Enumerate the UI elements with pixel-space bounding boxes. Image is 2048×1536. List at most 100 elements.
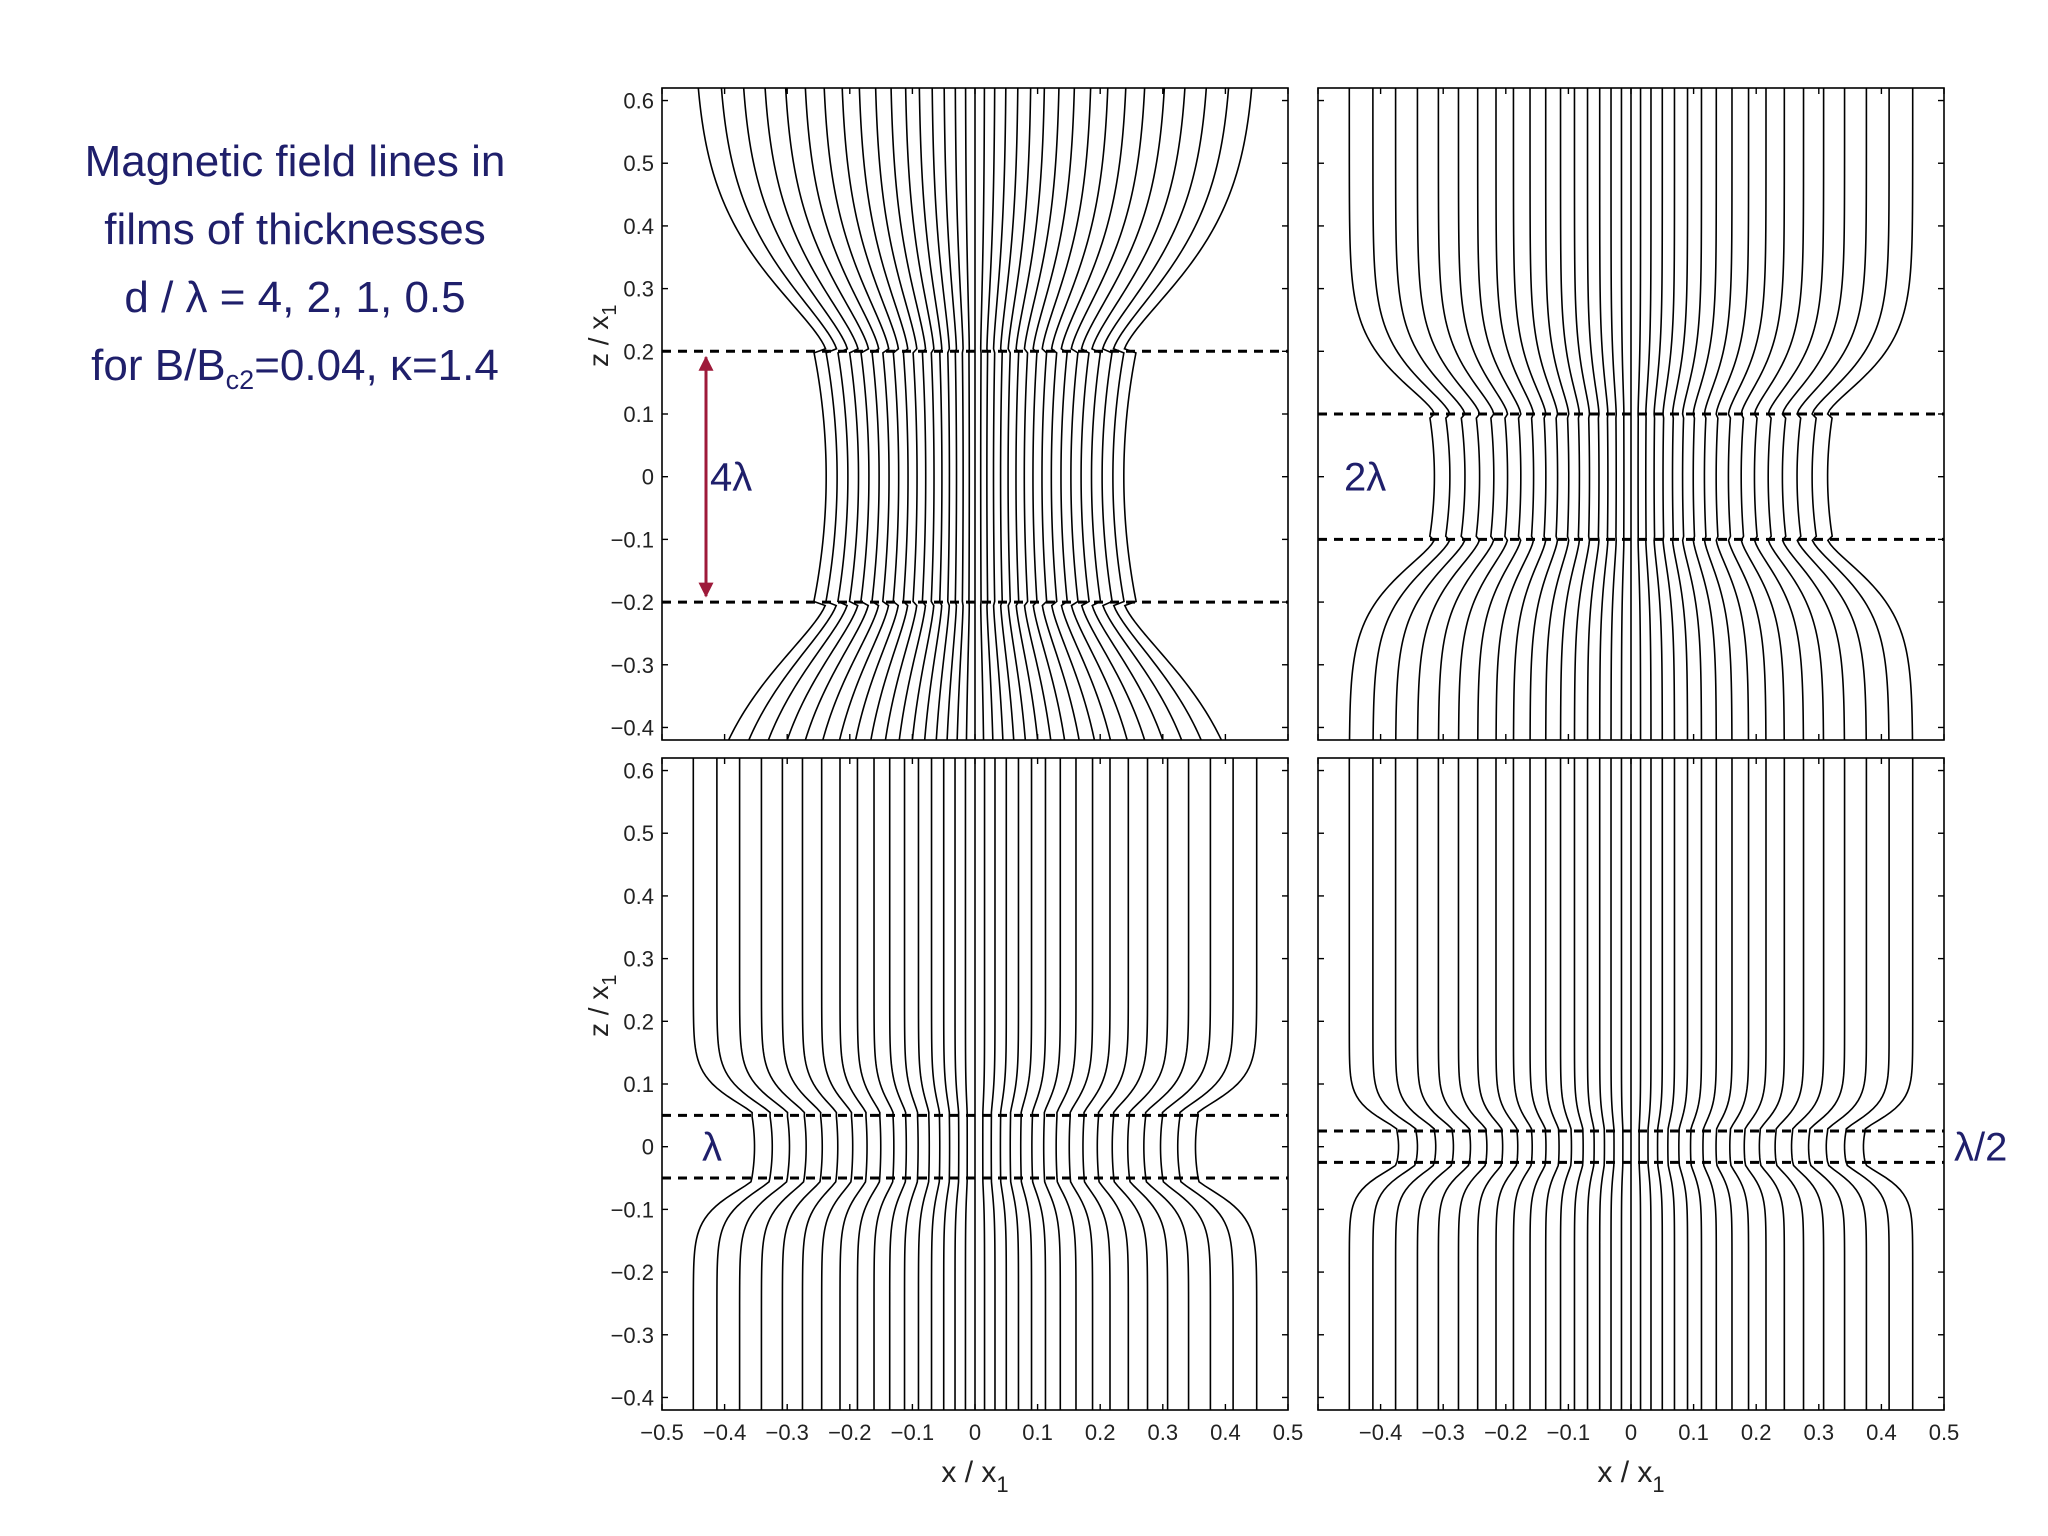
caption-line-4-pre: for B/B [91,341,226,390]
field-line [1101,88,1208,740]
y-tick-label: −0.4 [611,1385,654,1410]
field-line [1790,758,1825,1410]
field-line [1681,88,1703,740]
field-line [720,88,838,740]
x-tick-label: 0.2 [1085,1420,1116,1445]
field-line [1394,758,1437,1410]
film-thickness-label: λ/2 [1954,1126,2007,1170]
field-line [1042,758,1062,1410]
field-line [1495,758,1519,1410]
field-line [1176,758,1234,1410]
field-line [697,88,827,740]
field-line [804,88,880,740]
field-line [1529,758,1547,1410]
field-line [1702,758,1718,1410]
x-tick-label: −0.1 [891,1420,934,1445]
field-line [981,758,986,1410]
x-tick-label: 0.1 [1678,1420,1709,1445]
field-line [1544,88,1570,740]
field-line [1060,88,1127,740]
field-line [1559,758,1573,1410]
field-line [1678,758,1689,1410]
y-tick-label: 0 [642,465,654,490]
y-tick-label: 0.4 [623,214,654,239]
x-tick-label: 0.2 [1741,1420,1772,1445]
y-tick-label: −0.3 [611,653,654,678]
y-tick-label: −0.2 [611,1260,654,1285]
field-line [1843,758,1890,1410]
field-line [784,88,870,740]
y-tick-label: −0.2 [611,590,654,615]
x-tick-label: 0.3 [1148,1420,1179,1445]
field-line [801,758,839,1410]
caption-line-4: for B/Bc2=0.04, κ=1.4 [40,332,550,414]
field-line [1009,758,1020,1410]
caption-line-1: Magnetic field lines in [84,137,506,186]
x-tick-label: −0.4 [703,1420,746,1445]
field-line [1348,758,1400,1410]
field-line [1143,758,1190,1410]
field-line [1826,88,1914,740]
field-line [964,758,969,1410]
field-line [1807,758,1846,1410]
field-line [992,88,1007,740]
film-thickness-label: 4λ [710,456,752,500]
field-line [1647,758,1652,1410]
field-line [692,758,756,1410]
x-tick-label: 0.3 [1804,1420,1835,1445]
field-line [1656,758,1664,1410]
field-line [738,758,791,1410]
field-line [823,88,890,740]
field-line [1112,88,1230,740]
y-tick-label: 0.1 [623,402,654,427]
field-lines [692,758,1258,1410]
y-tick-label: 0.4 [623,884,654,909]
y-tick-label: 0.6 [623,759,654,784]
field-line [1758,758,1786,1410]
field-line [1811,88,1890,740]
field-line [1032,88,1076,740]
field-line [856,758,882,1410]
x-tick-label: 0.1 [1022,1420,1053,1445]
field-lines [697,88,1253,740]
caption-line-4-post: =0.04, κ=1.4 [254,341,499,390]
field-line [1476,88,1522,740]
x-tick-label: 0.4 [1866,1420,1897,1445]
field-line [930,758,941,1410]
y-tick-label: −0.3 [611,1323,654,1348]
field-line [1023,88,1060,740]
field-line [742,88,849,740]
y-tick-label: −0.1 [611,1197,654,1222]
field-line [1774,758,1805,1410]
field-line [1111,758,1149,1410]
field-line [917,758,931,1410]
field-line [841,88,900,740]
field-line [1796,88,1868,740]
field-line [986,88,996,740]
field-line [1194,758,1258,1410]
field-line [931,88,951,740]
field-line [1610,758,1615,1410]
field-line [999,88,1019,740]
field-line [1862,758,1914,1410]
field-line [760,758,807,1410]
field-line [1529,88,1559,740]
panel-top-right: 2λ [1317,87,1945,741]
field-line [1068,758,1094,1410]
field-line [873,758,895,1410]
x-tick-label: −0.3 [1421,1420,1464,1445]
field-line [903,758,919,1410]
field-line [1667,758,1676,1410]
field-line [964,88,971,740]
x-tick-label: 0.5 [1273,1420,1304,1445]
y-tick-label: 0.3 [623,277,654,302]
field-line [1512,758,1533,1410]
y-tick-label: 0.1 [623,1072,654,1097]
caption-line-2: films of thicknesses [104,205,486,254]
field-line [858,88,909,740]
field-line [1743,758,1767,1410]
field-line [1662,88,1676,740]
field-line [1070,88,1146,740]
field-line [890,88,927,740]
